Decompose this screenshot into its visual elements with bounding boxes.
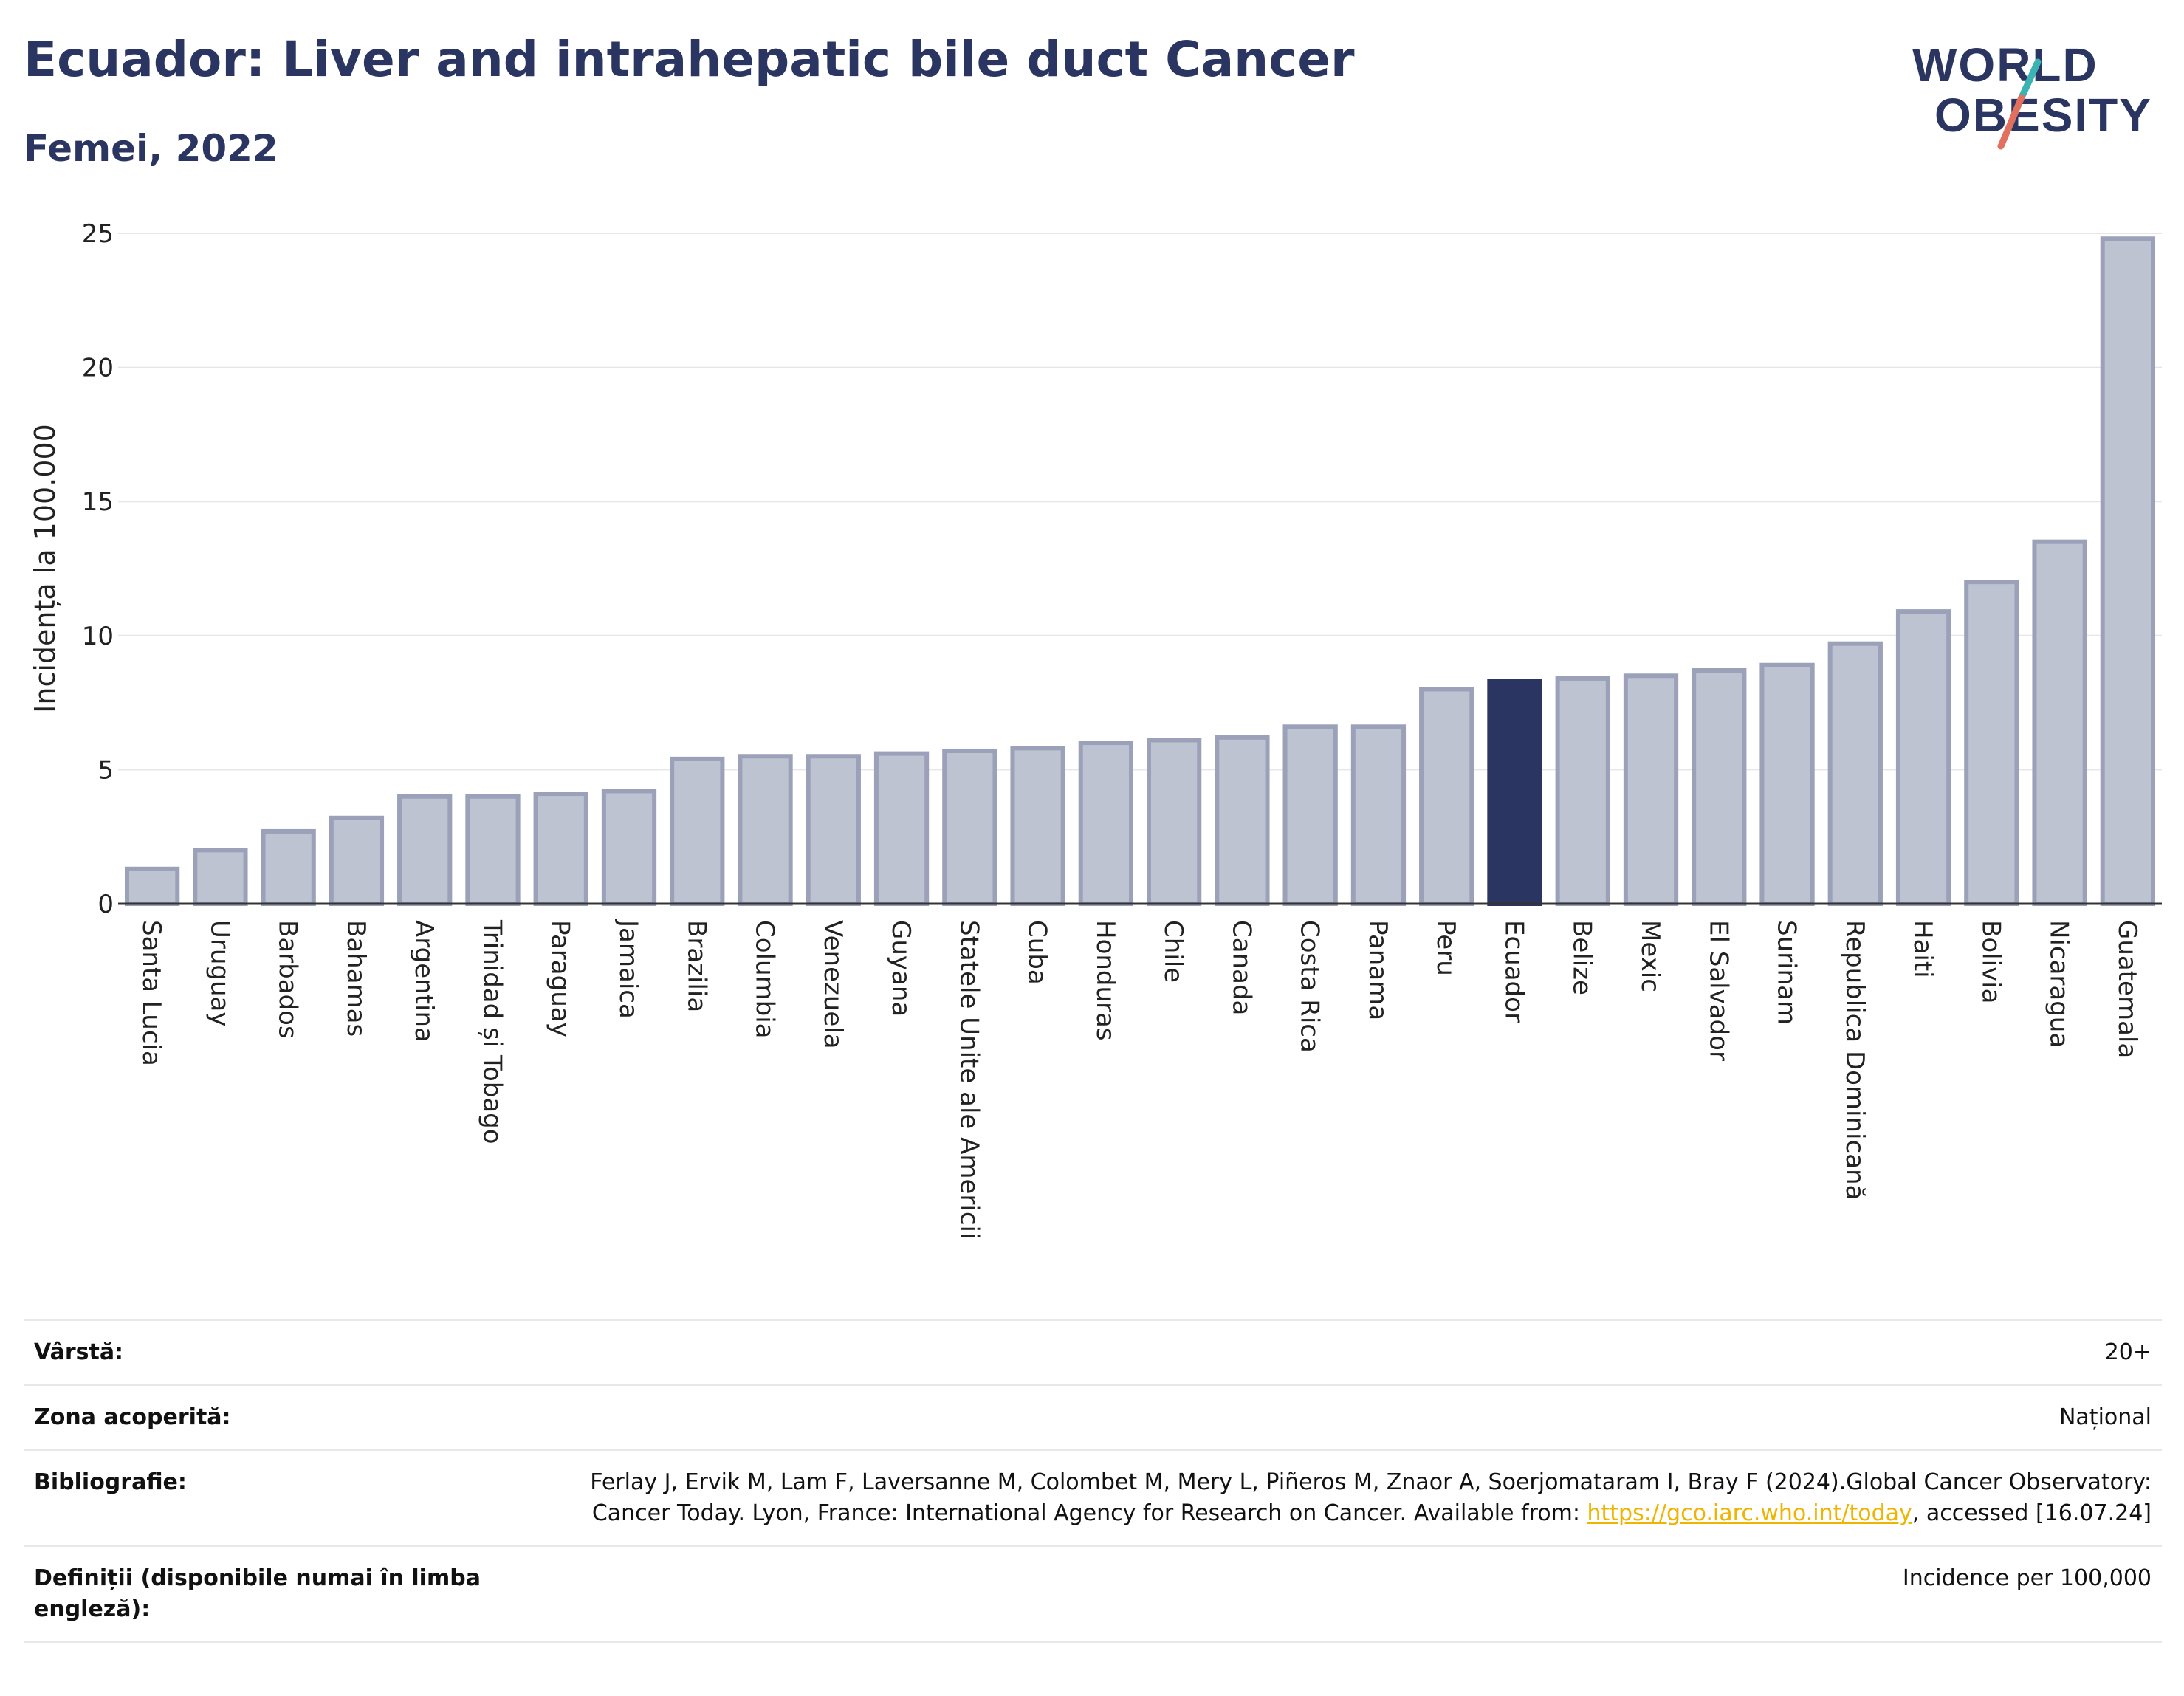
world-obesity-logo: WORLD OBESITY [1912,38,2152,150]
y-tick-label: 0 [97,890,114,919]
x-tick-label: Republica Dominicană [1840,920,1869,1200]
x-tick-label: Columbia [750,920,780,1039]
meta-value-bibliography: Ferlay J, Ervik M, Lam F, Laversanne M, … [506,1467,2152,1529]
meta-value-definitions: Incidence per 100,000 [1902,1565,2152,1591]
bar-mexic [1623,673,1679,907]
x-tick-label: Guatemala [2112,920,2142,1058]
x-tick-label: Chile [1158,920,1188,983]
bar-canada [1215,735,1270,906]
bar-cuba [1010,746,1065,906]
meta-label-bibliography: Bibliografie: [34,1469,187,1495]
x-tick-label: Haiti [1908,920,1937,978]
bar-republica-dominican- [1827,641,1883,906]
x-tick-label: Venezuela [818,920,848,1049]
x-tick-label: Nicaragua [2044,920,2074,1048]
meta-value-age: 20+ [2104,1339,2152,1365]
x-tick-label: Honduras [1091,920,1120,1041]
x-tick-label: Canada [1226,920,1256,1015]
meta-value-coverage: Național [2058,1404,2152,1430]
bar-guatemala [2100,236,2156,907]
bar-ecuador [1487,679,1542,906]
y-tick-label: 15 [82,487,114,517]
x-tick-label: Paraguay [546,920,575,1037]
x-tick-label: Santa Lucia [137,920,166,1066]
bar-paraguay [533,792,588,907]
bar-bahamas [329,815,385,906]
bar-brazilia [670,756,725,906]
gridlines [118,233,2162,771]
bar-surinam [1759,662,1815,906]
y-axis-label: Incidența la 100.000 [29,424,61,713]
x-tick-label: Ecuador [1499,920,1528,1023]
bar-statele-unite-ale-americii [942,748,997,907]
bar-bolivia [1964,580,2019,906]
bar-costa-rica [1282,724,1338,907]
bar-belize [1555,676,1610,906]
bar-guyana [873,751,930,906]
y-tick-label: 10 [82,622,114,651]
meta-row-definitions: Definiții (disponibile numai în limba en… [24,1545,2162,1643]
bar-uruguay [193,848,248,906]
x-tick-label: Argentina [409,920,439,1043]
logo-text-world: WORLD [1912,38,2098,92]
y-tick-label: 5 [97,755,114,785]
bar-venezuela [806,754,861,906]
bar-haiti [1895,609,1951,906]
x-tick-label: Peru [1431,920,1460,976]
x-tick-label: Trinidad și Tobago [477,919,506,1144]
bar-santa-lucia [124,866,180,907]
x-tick-label: El Salvador [1703,920,1733,1061]
bar-trinidad-i-tobago [465,794,521,906]
bar-panama [1350,724,1407,907]
meta-row-bibliography: Bibliografie: Ferlay J, Ervik M, Lam F, … [24,1449,2162,1545]
logo-slash-teal [2018,58,2042,101]
bar-argentina [397,794,453,906]
bar-honduras [1078,741,1134,907]
x-tick-label: Jamaica [614,919,643,1019]
x-tick-label: Brazilia [681,920,711,1012]
x-tick-label: Bahamas [341,920,371,1037]
bar-el-salvador [1692,668,1747,906]
x-tick-label: Statele Unite ale Americii [954,920,983,1239]
y-tick-label: 20 [82,354,114,383]
x-tick-label: Panama [1363,920,1393,1020]
meta-row-coverage: Zona acoperită: Național [24,1384,2162,1449]
bibliography-link[interactable]: https://gco.iarc.who.int/today [1587,1500,1912,1526]
logo-text-obesity: OBESITY [1934,89,2152,142]
chart-title: Ecuador: Liver and intrahepatic bile duc… [24,31,1355,88]
meta-row-age: Vârstă: 20+ [24,1319,2162,1384]
bars [124,236,2156,907]
bar-chart: 0 5 10 15 20 25 Santa Lucia Uruguay Barbados Bah… [29,219,2162,1239]
bar-peru [1419,687,1474,906]
meta-label-coverage: Zona acoperită: [34,1404,231,1430]
x-tick-label: Cuba [1023,920,1052,985]
y-tick-labels: 0 5 10 15 20 25 [82,219,114,919]
x-tick-label: Bolivia [1976,920,2005,1003]
bibliography-text: Ferlay J, Ervik M, Lam F, Laversanne M, … [590,1469,2152,1526]
bar-barbados [261,828,316,907]
bar-chile [1146,738,1202,906]
bibliography-accessed: , accessed [16.07.24] [1912,1500,2152,1526]
metadata-table: Vârstă: 20+ Zona acoperită: Național Bib… [24,1319,2162,1643]
x-tick-label: Mexic [1635,920,1665,992]
bar-columbia [738,754,793,906]
bar-nicaragua [2032,539,2087,906]
bar-jamaica [601,789,657,907]
x-tick-labels: Santa Lucia Uruguay Barbados Bahamas Argenti… [137,919,2142,1239]
x-tick-label: Surinam [1772,920,1802,1025]
x-tick-label: Barbados [273,920,303,1039]
meta-label-definitions: Definiții (disponibile numai în limba en… [34,1565,481,1622]
x-tick-label: Uruguay [205,920,234,1027]
y-tick-label: 25 [82,219,114,249]
chart-subtitle: Femei, 2022 [24,127,278,170]
x-tick-label: Guyana [886,920,916,1017]
x-tick-label: Costa Rica [1295,920,1325,1053]
logo-slash-coral [1997,94,2025,150]
meta-label-age: Vârstă: [34,1339,124,1365]
x-tick-label: Belize [1567,920,1597,995]
